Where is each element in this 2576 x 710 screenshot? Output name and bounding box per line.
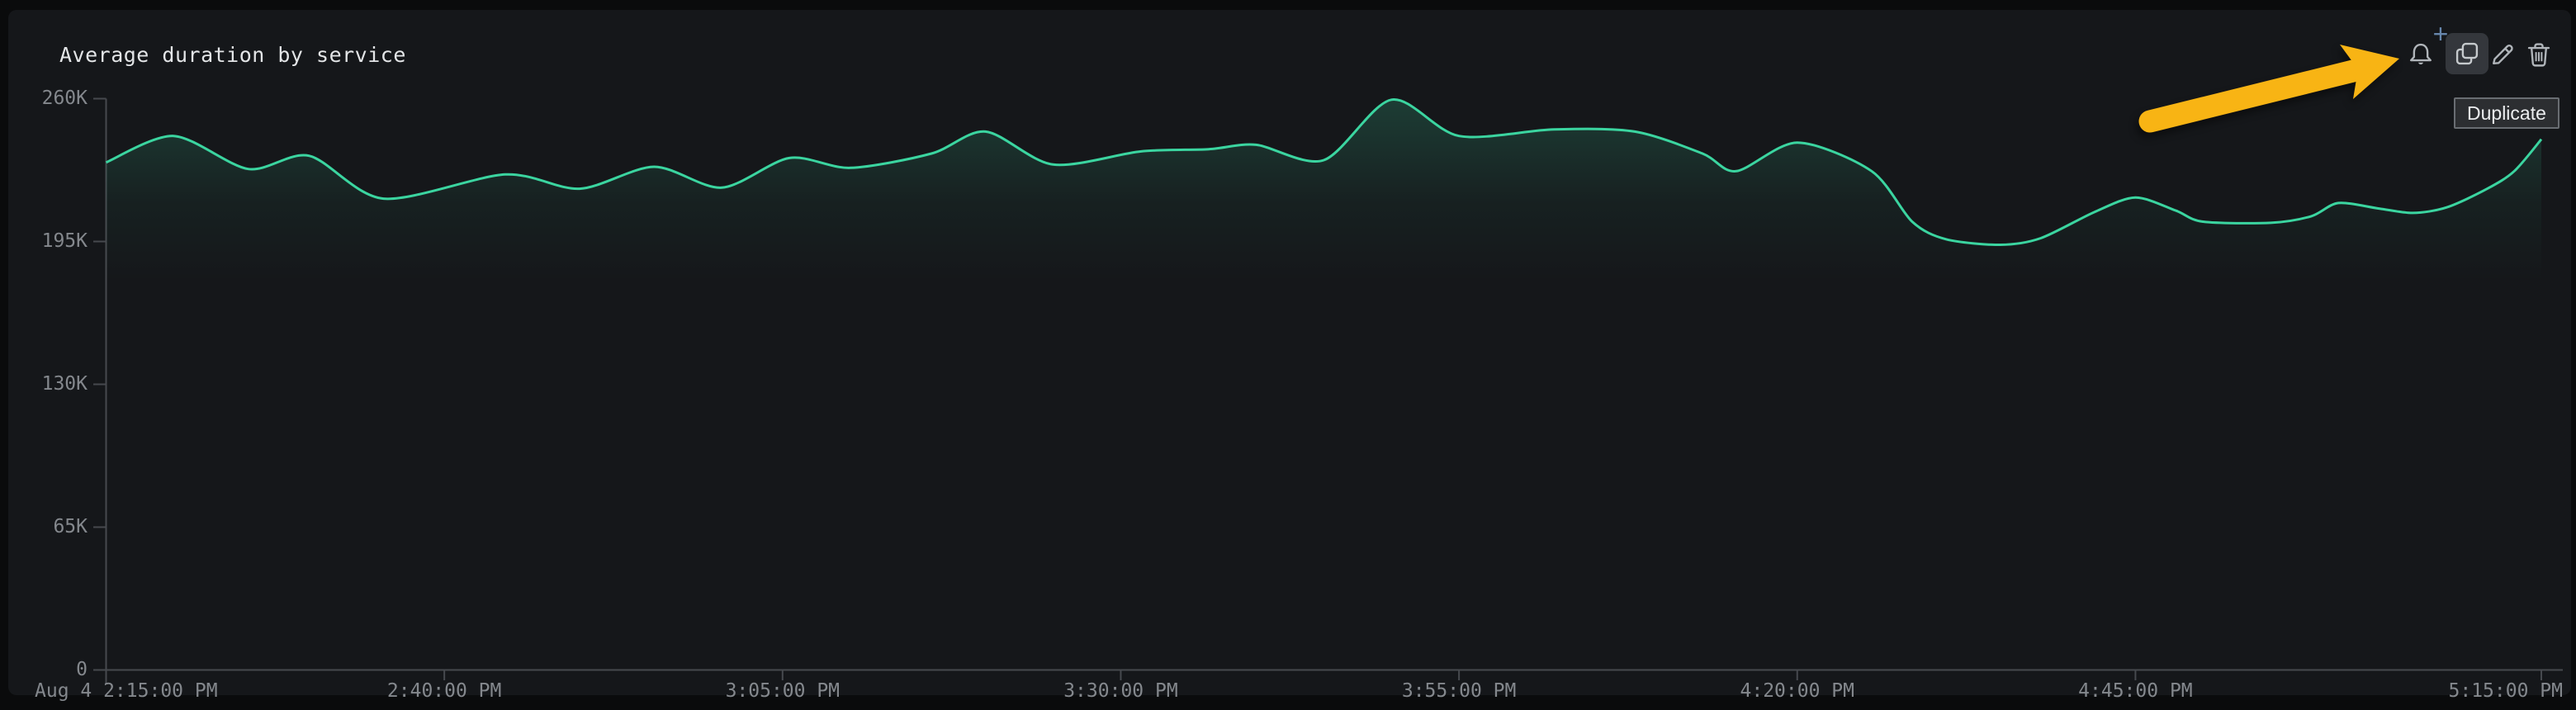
trash-icon xyxy=(2527,43,2550,67)
timeseries-chart: 0 65K 130K 195K 260K Aug 4 2:15:00 PM 2:40:00 … xyxy=(35,88,2563,702)
duplicate-button[interactable] xyxy=(2446,33,2488,74)
y-tick-label: 260K xyxy=(42,88,88,109)
duplicate-tooltip: Duplicate xyxy=(2454,97,2559,129)
panel-title: Average duration by service xyxy=(59,43,406,67)
x-tick-label: 3:05:00 PM xyxy=(726,680,840,702)
y-tick-label: 65K xyxy=(53,516,88,537)
series-area xyxy=(106,99,2541,670)
copy-icon xyxy=(2455,42,2479,65)
y-tick-label: 0 xyxy=(76,659,88,680)
edit-button[interactable] xyxy=(2487,40,2518,69)
x-tick-label: 2:40:00 PM xyxy=(387,680,501,702)
y-tick-label: 130K xyxy=(42,373,88,395)
bell-plus-badge: + xyxy=(2432,19,2449,49)
create-monitor-button[interactable] xyxy=(2406,40,2436,69)
x-tick-label: 3:55:00 PM xyxy=(1402,680,1516,702)
x-tick-label: 4:20:00 PM xyxy=(1740,680,1854,702)
pencil-icon xyxy=(2493,45,2513,64)
y-tick-label: 195K xyxy=(42,230,88,252)
x-tick-label: 5:15:00 PM xyxy=(2449,680,2563,702)
x-tick-label: Aug 4 2:15:00 PM xyxy=(35,680,218,702)
x-tick-label: 4:45:00 PM xyxy=(2078,680,2192,702)
chart-panel: Average duration by service 0 65K 130K 195K… xyxy=(8,10,2571,702)
series-line xyxy=(105,98,2543,247)
bell-icon xyxy=(2410,43,2432,64)
delete-button[interactable] xyxy=(2523,40,2555,69)
x-tick-label: 3:30:00 PM xyxy=(1063,680,1177,702)
